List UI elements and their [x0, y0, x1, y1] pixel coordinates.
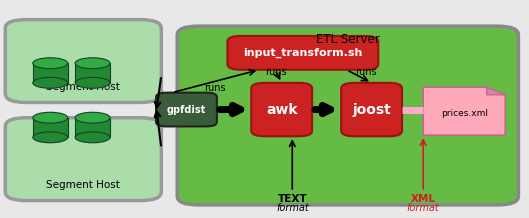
Bar — [33, 118, 68, 137]
FancyBboxPatch shape — [156, 93, 217, 126]
FancyBboxPatch shape — [177, 26, 518, 205]
Ellipse shape — [75, 77, 110, 88]
Polygon shape — [423, 87, 505, 135]
Bar — [75, 63, 110, 83]
Text: runs: runs — [266, 67, 287, 77]
FancyBboxPatch shape — [5, 20, 161, 102]
Text: Segment Host: Segment Host — [47, 82, 120, 92]
FancyBboxPatch shape — [341, 83, 402, 136]
Text: input_transform.sh: input_transform.sh — [243, 48, 362, 58]
FancyBboxPatch shape — [251, 83, 312, 136]
Text: format: format — [407, 203, 440, 213]
FancyBboxPatch shape — [5, 118, 161, 201]
Ellipse shape — [33, 77, 68, 88]
Text: XML: XML — [411, 194, 436, 204]
Ellipse shape — [75, 58, 110, 69]
Text: TEXT: TEXT — [277, 194, 307, 204]
Ellipse shape — [33, 132, 68, 143]
Text: format: format — [276, 203, 308, 213]
Bar — [75, 118, 110, 137]
Bar — [33, 63, 68, 83]
FancyBboxPatch shape — [227, 36, 378, 70]
Text: Segment Host: Segment Host — [47, 180, 120, 190]
Ellipse shape — [33, 112, 68, 123]
Text: runs: runs — [355, 67, 377, 77]
Text: awk: awk — [266, 102, 297, 117]
Ellipse shape — [75, 112, 110, 123]
Polygon shape — [487, 87, 505, 95]
Text: prices.xml: prices.xml — [441, 109, 488, 118]
Text: runs: runs — [204, 83, 225, 93]
Ellipse shape — [75, 132, 110, 143]
Text: gpfdist: gpfdist — [167, 105, 206, 114]
Text: joost: joost — [352, 102, 391, 117]
Text: ETL Server: ETL Server — [316, 33, 380, 46]
Ellipse shape — [33, 58, 68, 69]
